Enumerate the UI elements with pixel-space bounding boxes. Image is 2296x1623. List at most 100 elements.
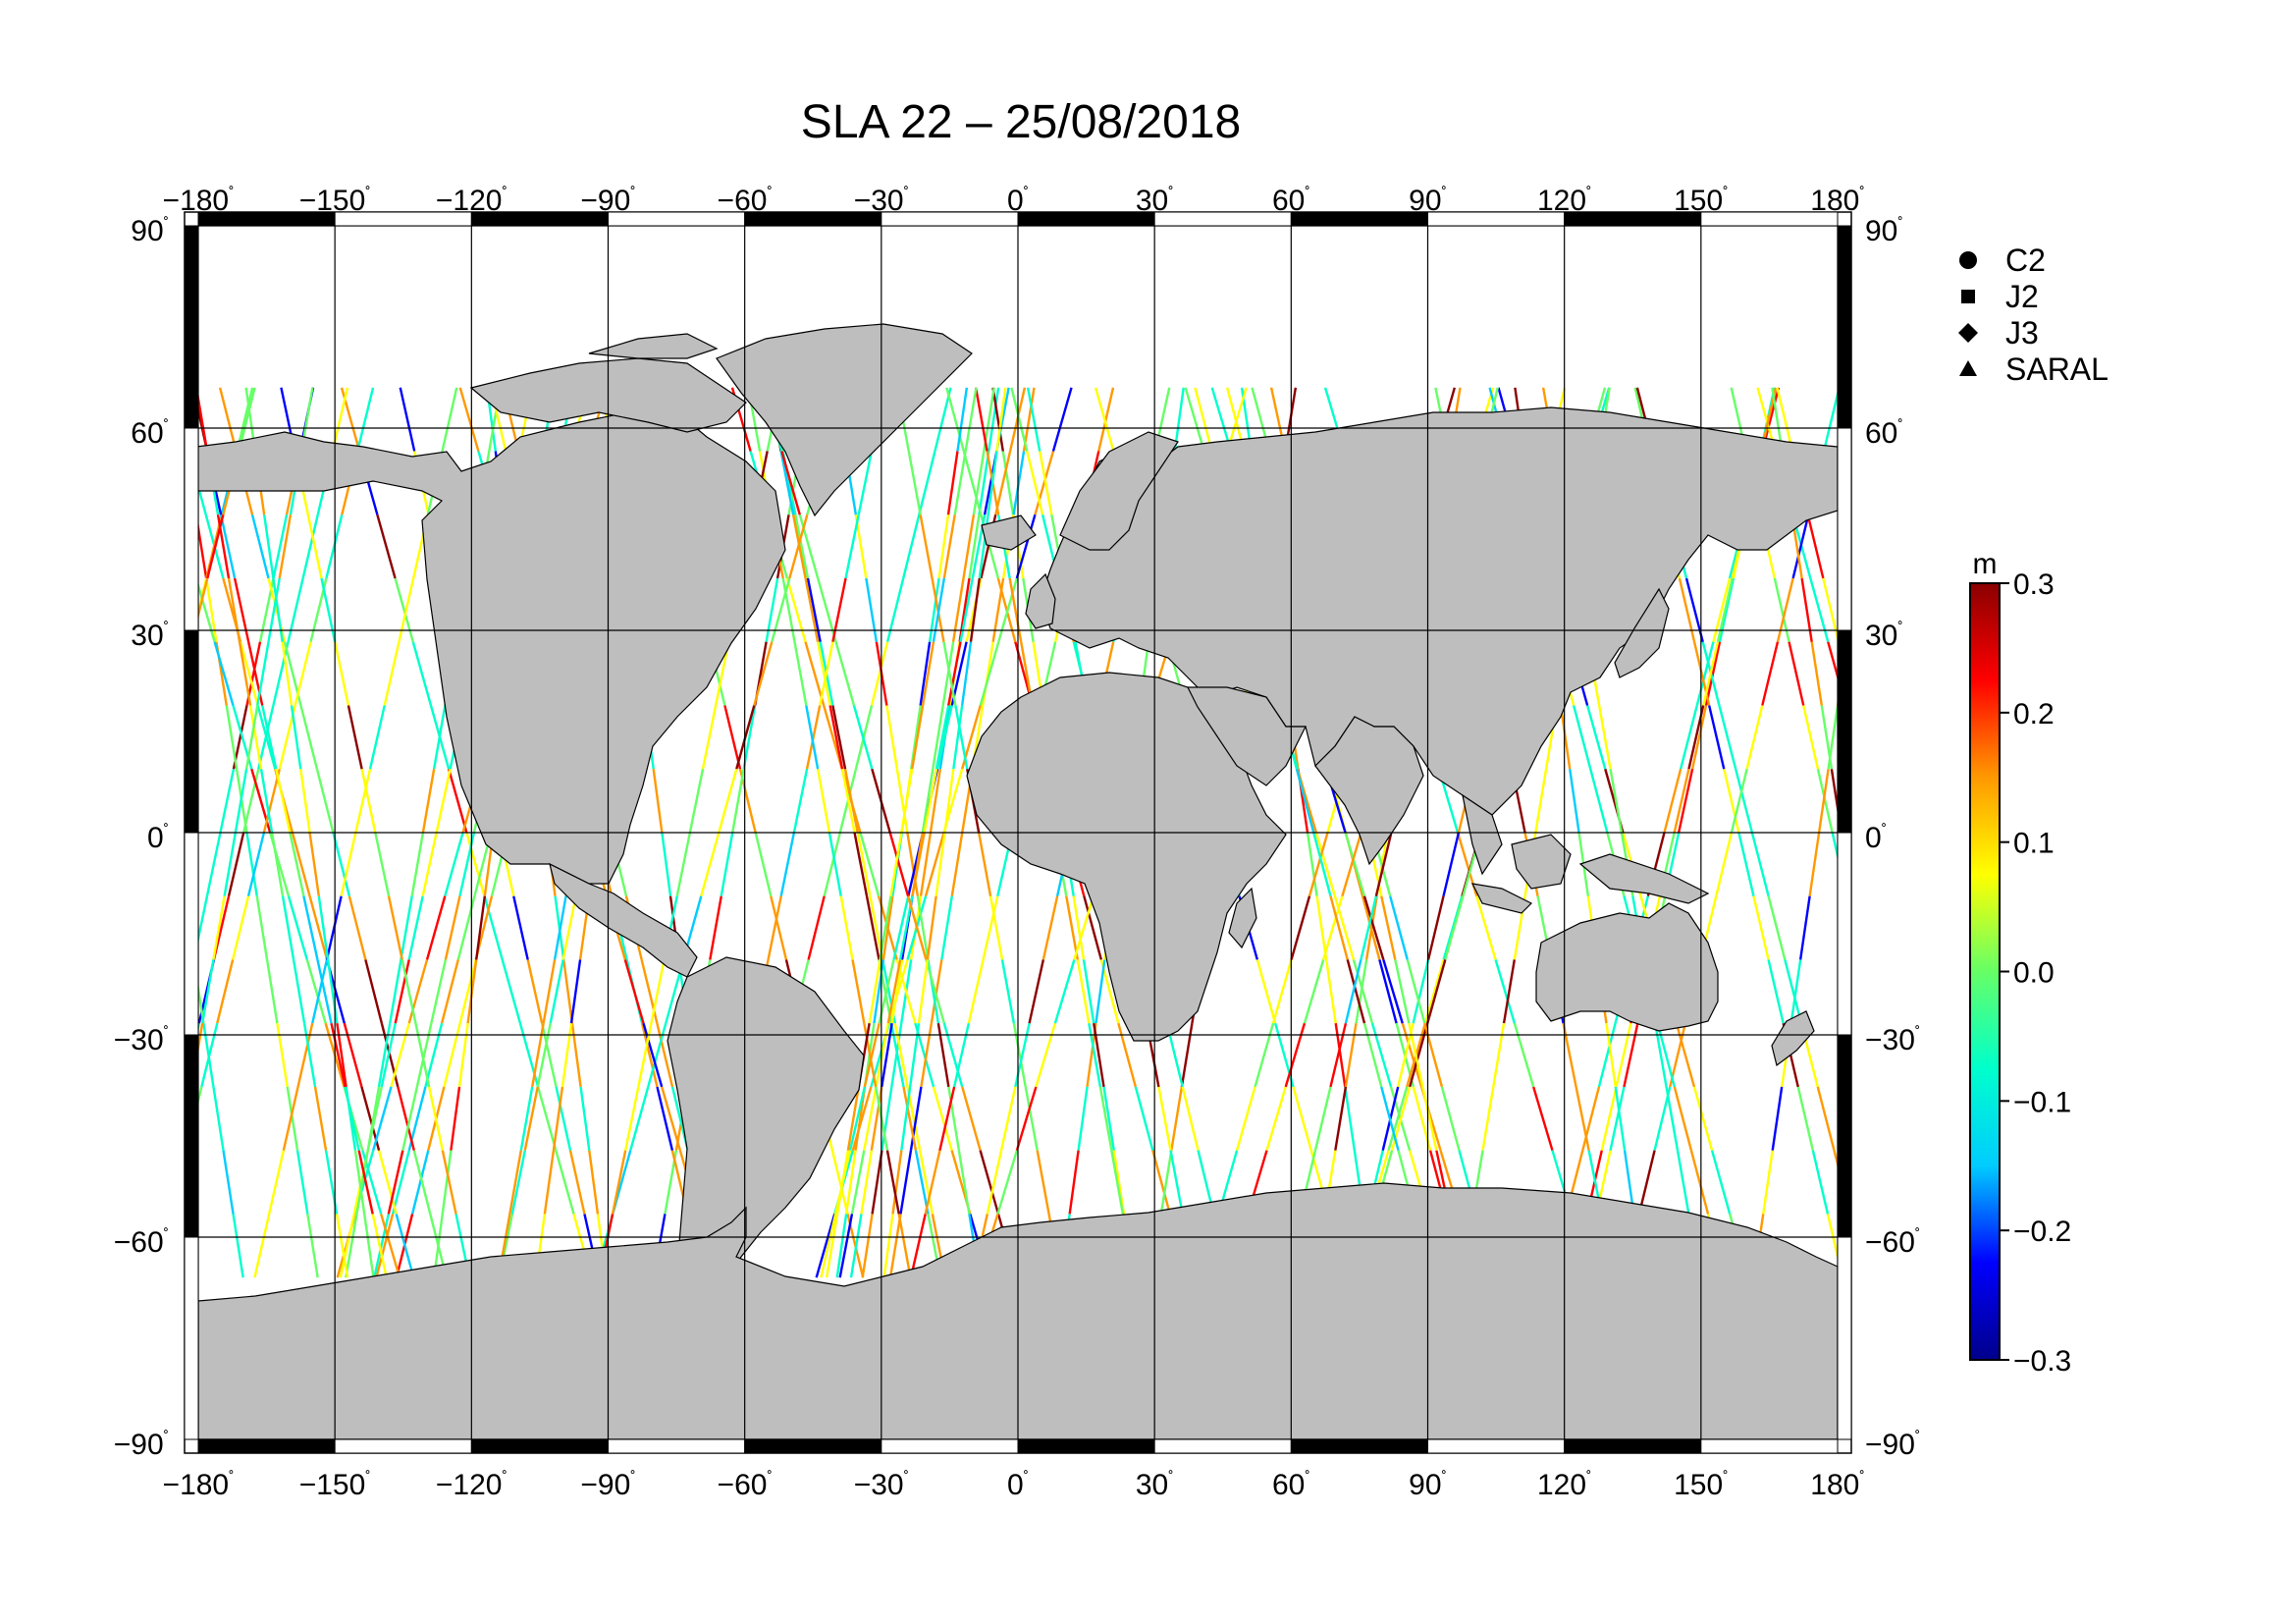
- track-segment: [401, 1086, 419, 1151]
- track-segment: [652, 769, 664, 834]
- track-segment: [372, 1086, 393, 1152]
- track-segment: [926, 895, 937, 960]
- track-segment: [0, 1151, 6, 1215]
- frame-bar-top: [1017, 211, 1155, 227]
- track-segment: [1767, 895, 1787, 960]
- track-segment: [1303, 959, 1325, 1024]
- track-segment: [935, 705, 953, 770]
- track-segment: [977, 832, 992, 896]
- track-segment: [835, 1150, 850, 1215]
- track-segment: [0, 833, 9, 896]
- track-segment: [357, 1150, 374, 1215]
- track-segment: [105, 388, 115, 452]
- track-segment: [1374, 832, 1393, 897]
- track-segment: [1673, 1086, 1693, 1152]
- track-segment: [58, 578, 75, 642]
- frame-bar-bottom: [1700, 1438, 1839, 1454]
- track-segment: [390, 1022, 410, 1088]
- track-segment: [1344, 1086, 1357, 1151]
- track-segment: [1718, 577, 1735, 643]
- track-segment: [1352, 959, 1374, 1024]
- track-segment: [265, 959, 279, 1024]
- track-segment: [205, 832, 222, 896]
- track-segment: [296, 1022, 314, 1088]
- track-segment: [1026, 387, 1041, 452]
- track-segment: [46, 959, 60, 1023]
- frame-bar-left: [184, 629, 199, 834]
- track-segment: [536, 1086, 558, 1152]
- track-segment: [96, 706, 106, 770]
- track-segment: [1036, 1150, 1050, 1215]
- track-segment: [1329, 1022, 1348, 1088]
- track-segment: [943, 769, 955, 834]
- track-segment: [1808, 832, 1821, 896]
- track-segment: [857, 451, 874, 515]
- track-segment: [953, 451, 967, 515]
- track-segment: [863, 1022, 881, 1088]
- land-british-isles: [1025, 572, 1056, 629]
- square-marker-icon: [1961, 290, 1975, 303]
- track-segment: [805, 705, 820, 770]
- track-segment: [1134, 1086, 1154, 1152]
- track-segment: [661, 1086, 682, 1152]
- track-segment: [1532, 1086, 1554, 1152]
- track-segment: [1344, 832, 1366, 897]
- track-segment: [86, 769, 96, 833]
- track-segment: [1708, 705, 1726, 770]
- track-segment: [26, 1151, 35, 1215]
- track-segment: [835, 1214, 848, 1278]
- legend-item-label: SARAL: [2005, 352, 2109, 387]
- lon-tick-label-top: −120˚: [436, 185, 507, 217]
- track-segment: [26, 706, 42, 770]
- track-segment: [951, 577, 965, 642]
- track-segment: [483, 895, 504, 960]
- track-segment: [1881, 1087, 1891, 1151]
- track-segment: [1826, 1214, 1838, 1262]
- track-segment: [1426, 895, 1445, 960]
- track-segment: [39, 833, 48, 896]
- track-segment: [256, 641, 270, 706]
- track-segment: [656, 1086, 674, 1151]
- track-segment: [911, 832, 926, 896]
- track-segment: [0, 578, 6, 642]
- track-segment: [106, 642, 116, 706]
- track-segment: [35, 769, 44, 833]
- track-segment: [997, 577, 1018, 643]
- track-segment: [427, 1086, 445, 1151]
- track-segment: [1702, 641, 1720, 706]
- track-segment: [99, 833, 112, 896]
- track-segment: [1773, 577, 1790, 643]
- track-segment: [1077, 1086, 1089, 1151]
- track-segment: [1015, 1086, 1038, 1152]
- track-segment: [212, 1086, 225, 1151]
- track-segment: [1440, 1086, 1461, 1152]
- track-segment: [1934, 388, 1946, 452]
- track-segment: [41, 642, 58, 706]
- track-segment: [816, 641, 831, 706]
- track-segment: [1938, 388, 1948, 452]
- lat-tick-label-right: 30˚: [1865, 620, 1903, 652]
- track-segment: [160, 706, 176, 770]
- track-segment: [526, 959, 544, 1024]
- track-segment: [889, 832, 903, 896]
- lat-tick-label-left: −30˚: [114, 1024, 169, 1056]
- land-scandinavia: [1059, 431, 1179, 551]
- track-segment: [391, 1150, 410, 1215]
- lon-tick-label-bottom: 60˚: [1272, 1469, 1310, 1501]
- map-title: SLA 22 – 25/08/2018: [801, 96, 1241, 148]
- track-segment: [424, 1022, 444, 1088]
- track-segment: [765, 577, 779, 642]
- track-segment: [996, 1150, 1019, 1215]
- track-segment: [853, 832, 869, 896]
- track-segment: [870, 641, 889, 706]
- track-segment: [952, 705, 964, 770]
- track-segment: [1798, 895, 1811, 960]
- track-segment: [825, 1214, 839, 1278]
- track-segment: [115, 452, 125, 515]
- track-segment: [340, 832, 357, 897]
- track-segment: [286, 1086, 299, 1151]
- lon-tick-label-bottom: −90˚: [580, 1469, 635, 1501]
- track-segment: [313, 1086, 328, 1151]
- track-segment: [869, 895, 884, 960]
- track-segment: [1173, 387, 1185, 452]
